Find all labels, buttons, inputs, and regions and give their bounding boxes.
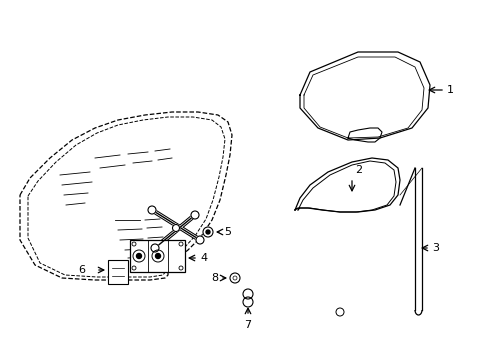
Circle shape [136, 253, 141, 258]
Text: 2: 2 [354, 165, 362, 175]
Text: 4: 4 [200, 253, 207, 263]
Text: 6: 6 [78, 265, 85, 275]
Circle shape [179, 266, 183, 270]
Bar [108, 260, 128, 284]
Circle shape [132, 266, 136, 270]
Text: 3: 3 [431, 243, 438, 253]
Circle shape [179, 242, 183, 246]
Circle shape [133, 250, 145, 262]
Circle shape [196, 236, 203, 244]
Circle shape [155, 253, 160, 258]
Text: 7: 7 [244, 320, 251, 330]
Circle shape [243, 289, 252, 299]
Bar [130, 240, 184, 272]
Circle shape [243, 297, 252, 307]
Circle shape [335, 308, 343, 316]
Circle shape [151, 244, 159, 252]
Circle shape [232, 276, 237, 280]
Circle shape [152, 250, 163, 262]
Circle shape [172, 225, 179, 231]
Circle shape [229, 273, 240, 283]
Circle shape [191, 211, 199, 219]
Circle shape [205, 230, 209, 234]
Text: 8: 8 [210, 273, 218, 283]
Text: 1: 1 [446, 85, 453, 95]
Circle shape [148, 206, 156, 214]
Circle shape [132, 242, 136, 246]
Text: 5: 5 [224, 227, 230, 237]
Circle shape [203, 227, 213, 237]
